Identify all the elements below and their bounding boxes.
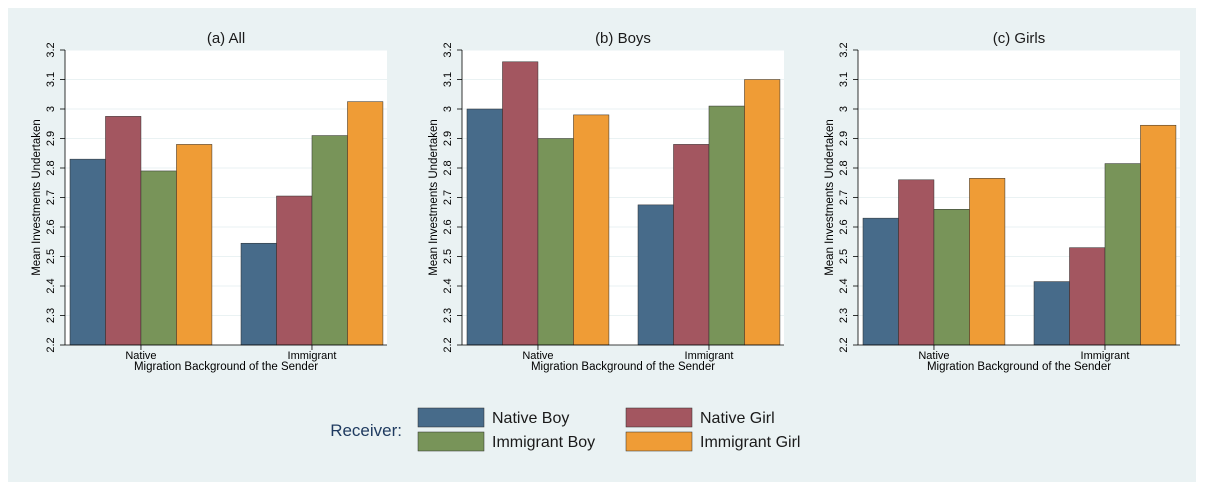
- legend-label-2: Native Girl: [700, 410, 775, 427]
- bar-4-immigrant: [744, 79, 781, 346]
- x-tick-label: Immigrant: [1081, 350, 1130, 362]
- bar-2-immigrant: [276, 195, 313, 346]
- legend-swatch-1: [417, 407, 485, 428]
- bar-2-native: [898, 179, 935, 346]
- bar-1-native: [862, 217, 899, 346]
- bar-1-immigrant: [1033, 281, 1070, 346]
- chart-panel-1: 2.2 2.3 2.4 2.5 2.6 2.7 2.8 2.9 3 3.1 3.2 Native Imm…: [31, 30, 387, 373]
- y-tick-label: 3.2: [838, 42, 850, 57]
- panel-title: (c) Girls: [993, 30, 1046, 47]
- bar-4-native: [573, 114, 610, 346]
- legend-swatch-2: [625, 407, 693, 428]
- x-axis-label: Migration Background of the Sender: [927, 361, 1111, 373]
- bar-1-immigrant: [637, 204, 674, 346]
- bar-3-immigrant: [311, 135, 348, 346]
- y-axis-label: Mean Investments Undertaken: [31, 119, 43, 276]
- bar-3-immigrant: [1104, 163, 1141, 346]
- x-tick-label: Native: [125, 350, 156, 362]
- legend-label-3: Immigrant Boy: [492, 434, 595, 451]
- y-axis-label: Mean Investments Undertaken: [824, 119, 836, 276]
- bar-3-immigrant: [708, 105, 745, 346]
- y-tick-label: 2.5: [838, 249, 850, 264]
- legend-title: Receiver:: [330, 421, 402, 440]
- chart-panel-3: 2.2 2.3 2.4 2.5 2.6 2.7 2.8 2.9 3 3.1 3.2 Native Imm…: [824, 30, 1180, 373]
- legend-swatch-4: [625, 431, 693, 452]
- legend-swatch-3: [417, 431, 485, 452]
- y-tick-label: 2.2: [442, 337, 454, 352]
- y-tick-label: 2.5: [45, 249, 57, 264]
- bar-3-native: [933, 209, 970, 346]
- y-tick-label: 2.8: [45, 160, 57, 175]
- y-tick-label: 2.4: [442, 278, 454, 293]
- y-tick-label: 2.4: [45, 278, 57, 293]
- y-tick-label: 3: [442, 106, 454, 112]
- y-tick-label: 2.4: [838, 278, 850, 293]
- bar-1-native: [466, 108, 503, 346]
- x-tick-label: Native: [522, 350, 553, 362]
- bar-2-native: [105, 116, 142, 346]
- chart-svg: 2.2 2.3 2.4 2.5 2.6 2.7 2.8 2.9 3 3.1 3.2 Native Imm…: [31, 30, 1180, 452]
- x-axis-label: Migration Background of the Sender: [134, 361, 318, 373]
- y-tick-label: 2.7: [442, 190, 454, 205]
- y-tick-label: 3: [45, 106, 57, 112]
- x-tick-label: Immigrant: [685, 350, 734, 362]
- y-tick-label: 2.6: [442, 219, 454, 234]
- y-tick-label: 2.6: [45, 219, 57, 234]
- x-tick-label: Immigrant: [288, 350, 337, 362]
- y-axis-label: Mean Investments Undertaken: [428, 119, 440, 276]
- panel-title: (b) Boys: [595, 30, 651, 47]
- bar-1-native: [69, 158, 106, 346]
- panel-title: (a) All: [207, 30, 245, 47]
- y-tick-label: 3.1: [45, 72, 57, 87]
- y-tick-label: 2.3: [442, 308, 454, 323]
- y-tick-label: 2.9: [442, 131, 454, 146]
- bar-4-native: [969, 178, 1006, 346]
- bar-4-native: [176, 144, 213, 346]
- x-axis-label: Migration Background of the Sender: [531, 361, 715, 373]
- bar-2-immigrant: [673, 144, 710, 346]
- y-tick-label: 2.7: [838, 190, 850, 205]
- figure: 2.2 2.3 2.4 2.5 2.6 2.7 2.8 2.9 3 3.1 3.2 Native Imm…: [8, 8, 1196, 482]
- y-tick-label: 3.2: [442, 42, 454, 57]
- y-tick-label: 2.2: [838, 337, 850, 352]
- chart-panel-2: 2.2 2.3 2.4 2.5 2.6 2.7 2.8 2.9 3 3.1 3.2 Native Imm…: [428, 30, 784, 373]
- bar-4-immigrant: [1140, 124, 1177, 346]
- x-tick-label: Native: [918, 350, 949, 362]
- bar-3-native: [537, 138, 574, 346]
- y-tick-label: 3: [838, 106, 850, 112]
- bar-3-native: [140, 170, 177, 346]
- legend-label-1: Native Boy: [492, 410, 569, 427]
- bar-1-immigrant: [240, 242, 277, 346]
- y-tick-label: 2.9: [838, 131, 850, 146]
- y-tick-label: 2.7: [45, 190, 57, 205]
- y-tick-label: 3.2: [45, 42, 57, 57]
- bar-4-immigrant: [347, 101, 384, 346]
- y-tick-label: 2.3: [838, 308, 850, 323]
- y-tick-label: 2.3: [45, 308, 57, 323]
- y-tick-label: 2.2: [45, 337, 57, 352]
- y-tick-label: 2.5: [442, 249, 454, 264]
- legend-label-4: Immigrant Girl: [700, 434, 800, 451]
- y-tick-label: 3.1: [442, 72, 454, 87]
- bar-2-immigrant: [1069, 247, 1106, 346]
- y-tick-label: 3.1: [838, 72, 850, 87]
- y-tick-label: 2.8: [838, 160, 850, 175]
- bar-2-native: [502, 61, 539, 346]
- y-tick-label: 2.8: [442, 160, 454, 175]
- legend: Receiver: Native Boy Native Girl Immigrant …: [330, 407, 800, 452]
- y-tick-label: 2.9: [45, 131, 57, 146]
- y-tick-label: 2.6: [838, 219, 850, 234]
